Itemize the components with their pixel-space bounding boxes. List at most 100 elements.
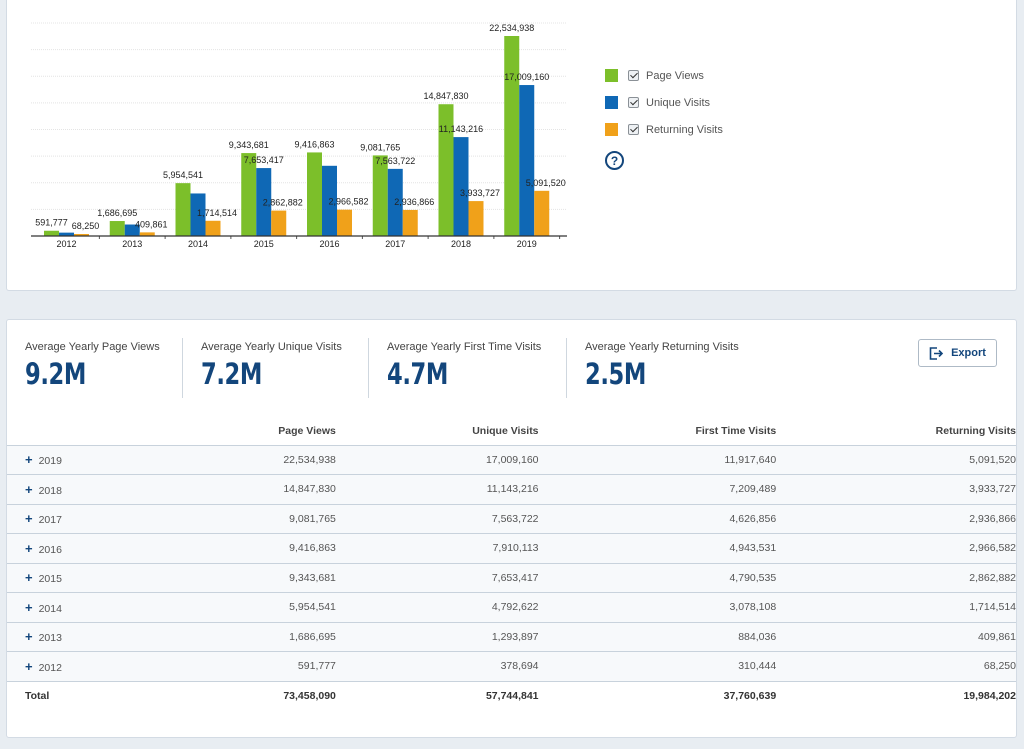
data-label: 7,563,722 — [375, 156, 415, 166]
total-cell: 19,984,202 — [776, 680, 1016, 711]
checkbox-page-views[interactable] — [628, 70, 639, 81]
col-header-unique-visits[interactable]: Unique Visits — [472, 424, 539, 437]
kpi-row: Average Yearly Page Views 9.2M Average Y… — [7, 338, 767, 400]
cell-unique-visits: 378,694 — [335, 651, 539, 681]
cell-returning-visits: 1,714,514 — [776, 592, 1016, 622]
row-year-label: 2015 — [38, 573, 62, 586]
bar-unique-visits — [453, 137, 469, 236]
bar-returning-visits — [74, 234, 89, 236]
x-tick-label: 2018 — [451, 239, 471, 249]
kpi-value: 2.5M — [585, 357, 647, 391]
expand-row-icon[interactable]: + — [25, 658, 33, 674]
col-header-first-time-visits[interactable]: First Time Visits — [695, 424, 777, 437]
bar-page-views — [372, 155, 388, 236]
kpi-first-time-visits: Average Yearly First Time Visits 4.7M — [369, 338, 567, 398]
help-icon[interactable]: ? — [605, 151, 624, 170]
row-year: +2015 — [7, 562, 177, 593]
bar-unique-visits — [387, 168, 403, 236]
cell-returning-visits: 3,933,727 — [776, 474, 1016, 504]
cell-unique-visits: 7,910,113 — [335, 533, 539, 563]
cell-unique-visits: 7,653,417 — [335, 562, 539, 593]
expand-row-icon[interactable]: + — [25, 629, 33, 645]
cell-unique-visits: 17,009,160 — [335, 444, 539, 475]
cell-page-views: 22,534,938 — [176, 444, 336, 475]
row-year-label: 2013 — [38, 632, 62, 645]
bar-returning-visits — [205, 220, 221, 236]
row-year-label: 2019 — [38, 455, 62, 468]
table-header-row: Page Views Unique Visits First Time Visi… — [7, 417, 1016, 445]
cell-first-time-visits: 4,790,535 — [538, 562, 777, 593]
legend-label: Page Views — [646, 69, 704, 82]
export-label: Export — [951, 347, 986, 359]
kpi-value: 4.7M — [387, 357, 449, 391]
cell-page-views: 5,954,541 — [176, 592, 336, 622]
legend-item-returning-visits[interactable]: Returning Visits — [605, 116, 723, 143]
bar-unique-visits — [256, 168, 272, 236]
row-year: +2012 — [7, 651, 177, 681]
data-label: 1,714,514 — [197, 208, 237, 218]
expand-row-icon[interactable]: + — [25, 599, 33, 615]
cell-page-views: 9,416,863 — [176, 533, 336, 563]
data-label: 2,862,882 — [263, 198, 303, 208]
checkbox-returning-visits[interactable] — [628, 124, 639, 135]
cell-page-views: 1,686,695 — [176, 621, 336, 652]
x-tick-label: 2012 — [56, 239, 76, 249]
cell-returning-visits: 68,250 — [776, 651, 1016, 681]
cell-page-views: 9,343,681 — [176, 562, 336, 593]
total-label: Total — [7, 680, 177, 711]
table-row[interactable]: +2018 14,847,830 11,143,216 7,209,489 3,933,… — [7, 474, 1016, 504]
expand-row-icon[interactable]: + — [25, 540, 33, 556]
data-label: 14,847,830 — [423, 91, 468, 101]
cell-page-views: 9,081,765 — [176, 503, 336, 534]
table-row[interactable]: +2015 9,343,681 7,653,417 4,790,535 2,862,88… — [7, 562, 1016, 593]
bar-returning-visits — [337, 209, 352, 236]
data-table: Page Views Unique Visits First Time Visi… — [7, 417, 1016, 711]
x-tick-label: 2017 — [385, 239, 405, 249]
legend-item-unique-visits[interactable]: Unique Visits — [605, 89, 723, 116]
col-header-page-views[interactable]: Page Views — [278, 424, 336, 437]
expand-row-icon[interactable]: + — [25, 481, 33, 497]
row-year: +2013 — [7, 621, 177, 652]
expand-row-icon[interactable]: + — [25, 511, 33, 527]
kpi-label: Average Yearly Page Views — [25, 341, 160, 353]
kpi-label: Average Yearly First Time Visits — [387, 341, 542, 353]
row-year: +2018 — [7, 474, 177, 504]
cell-returning-visits: 2,936,866 — [776, 503, 1016, 534]
table-row[interactable]: +2019 22,534,938 17,009,160 11,917,640 5,091… — [7, 444, 1016, 475]
bar-returning-visits — [271, 210, 287, 236]
col-header-returning-visits[interactable]: Returning Visits — [935, 424, 1016, 437]
expand-row-icon[interactable]: + — [25, 570, 33, 586]
table-row[interactable]: +2016 9,416,863 7,910,113 4,943,531 2,966,58… — [7, 533, 1016, 563]
row-year: +2016 — [7, 533, 177, 563]
bar-returning-visits — [139, 232, 155, 236]
kpi-page-views: Average Yearly Page Views 9.2M — [7, 338, 183, 398]
cell-unique-visits: 11,143,216 — [335, 474, 539, 504]
bar-unique-visits — [519, 85, 535, 236]
bar-unique-visits — [59, 232, 74, 236]
expand-row-icon[interactable]: + — [25, 452, 33, 468]
row-year: +2019 — [7, 444, 177, 475]
data-label: 9,081,765 — [360, 142, 400, 152]
data-label: 5,091,520 — [526, 178, 566, 188]
table-row[interactable]: +2013 1,686,695 1,293,897 884,036 409,861 — [7, 621, 1016, 652]
data-label: 9,343,681 — [229, 140, 269, 150]
data-label: 1,686,695 — [97, 208, 137, 218]
checkbox-unique-visits[interactable] — [628, 97, 639, 108]
chart-panel: 591,777 68,250 2012 1,686,695 409,861 2013 5,9… — [6, 0, 1017, 291]
x-tick-label: 2014 — [188, 239, 208, 249]
table-row[interactable]: +2014 5,954,541 4,792,622 3,078,108 1,714,51… — [7, 592, 1016, 622]
x-tick-label: 2016 — [319, 239, 339, 249]
legend-label: Unique Visits — [646, 96, 710, 109]
cell-returning-visits: 5,091,520 — [776, 444, 1016, 475]
legend-item-page-views[interactable]: Page Views — [605, 62, 723, 89]
x-tick-label: 2013 — [122, 239, 142, 249]
cell-first-time-visits: 11,917,640 — [538, 444, 777, 475]
table-row[interactable]: +2017 9,081,765 7,563,722 4,626,856 2,936,86… — [7, 503, 1016, 534]
row-year-label: 2016 — [38, 543, 62, 556]
total-cell: 37,760,639 — [538, 680, 777, 711]
table-row[interactable]: +2012 591,777 378,694 310,444 68,250 — [7, 651, 1016, 681]
kpi-returning-visits: Average Yearly Returning Visits 2.5M — [567, 338, 767, 398]
export-button[interactable]: Export — [918, 339, 997, 367]
bar-unique-visits — [190, 193, 206, 236]
legend-swatch — [605, 96, 618, 109]
